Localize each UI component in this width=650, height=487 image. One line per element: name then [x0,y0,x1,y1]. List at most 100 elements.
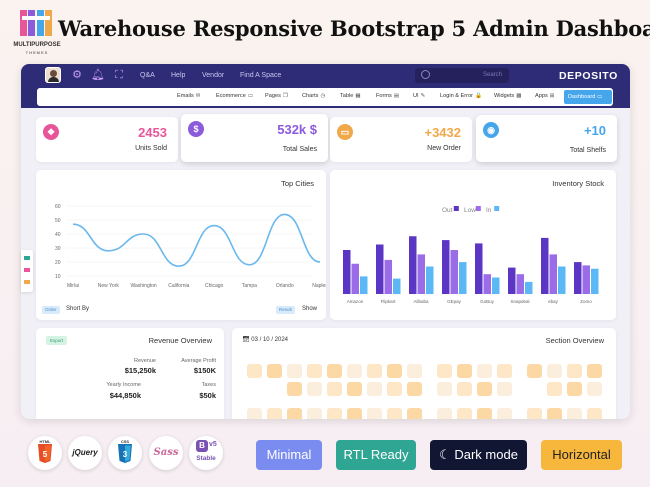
revenue-overview-card: Export Revenue Overview Revenue $15,250k… [36,328,224,419]
menu-item-label: Pages [265,93,281,99]
horizontal-menu: Emails ✉ Ecommerce ▭ Pages ❐ Charts ◷ Table ▦… [37,88,613,106]
menu-item-label: UI [413,93,419,99]
search-input[interactable]: Search [415,68,509,83]
heatmap-cell [477,382,492,396]
x-tick-label: Amazon [347,299,364,304]
bar [582,265,590,294]
menu-item-ecommerce[interactable]: Ecommerce ▭ [216,93,253,99]
menu-item-login-error[interactable]: Login & Error 🔒 [440,93,482,99]
menu-item-emails[interactable]: Emails ✉ [177,93,200,99]
stat-label: Total Shelfs [569,147,606,154]
nav-link-vendor[interactable]: Vendor [202,72,225,79]
bar [525,281,533,294]
result-badge[interactable]: Result [276,306,295,314]
stat-card-new-order: ▭ +3432 New Order [330,117,472,162]
heatmap-cell [587,408,602,419]
nav-link-help[interactable]: Help [171,72,186,79]
legend-swatch [475,206,481,211]
stat-label: New Order [427,145,461,152]
menu-item-pages[interactable]: Pages ❐ [265,93,288,99]
heatmap-cell [527,408,542,419]
export-badge[interactable]: Export [46,336,68,345]
dollar-icon: $ [188,121,204,137]
fullscreen-icon[interactable]: ⛶ [115,69,123,81]
dark-mode-pill: ☾ Dark mode [430,440,527,470]
top-cities-chart: 10 20 30 40 50 60 Mirlai New York Washington Cali… [55,204,326,289]
date-value: 03 / 10 / 2024 [251,337,288,343]
heatmap-cell [477,408,492,419]
flag-icon [24,268,30,272]
menu-item-table[interactable]: Table ▦ [340,93,361,99]
settings-icon[interactable]: ⚙ [72,69,82,81]
series-line [72,213,321,268]
heatmap-cell [547,364,562,378]
top-navbar: ⚙ 🔔︎ ⛶ Q&A Help Vendor Find A Space Sear… [21,64,630,108]
bar [516,274,524,294]
stat-value: 532k $ [277,122,317,137]
card-title: Revenue Overview [148,336,212,345]
heatmap-cell [347,408,362,419]
x-tick-label: Naples [312,283,326,289]
heatmap-cell [327,364,342,378]
avatar[interactable] [45,67,61,83]
dark-mode-label: Dark mode [454,447,518,462]
heatmap-cell [437,364,452,378]
nav-link-find-space[interactable]: Find A Space [240,72,282,79]
bell-icon[interactable]: 🔔︎ [91,69,105,81]
menu-item-label: Ecommerce [216,93,246,99]
heatmap-cell [407,408,422,419]
order-badge[interactable]: Order [42,306,60,314]
heatmap-cell [587,364,602,378]
x-tick-label: Chicago [205,283,224,289]
x-tick-label: GoBuy [480,299,495,304]
x-tick-label: New York [98,283,120,289]
x-tick-label: GEpay [447,299,462,304]
heatmap-cell [567,408,582,419]
nav-link-qa[interactable]: Q&A [140,72,155,79]
date-picker[interactable]: 📅︎ 03 / 10 / 2024 [242,337,288,343]
bar [508,267,516,294]
menu-item-label: Table [340,93,354,99]
heatmap-cell [457,364,472,378]
heatmap-cell [287,382,302,396]
bar [442,240,450,294]
x-tick-label: ebay [548,299,559,304]
yearly-income-label: Yearly Income [106,382,141,388]
x-tick-label: Alibaba [413,299,429,304]
logo-mark-icon [20,10,52,36]
yearly-income-value: $44,850k [109,391,141,400]
box-icon: ❖ [43,124,59,140]
avatar-body [48,77,59,82]
logo-subtitle: THEMES [25,50,49,55]
x-tick-label: Orlando [276,283,294,289]
menu-item-label: Widgets [494,93,515,99]
html5-badge: 5 HTML [28,436,62,470]
stat-label: Units Sold [135,145,167,152]
side-settings-tab[interactable] [21,250,33,292]
horizontal-pill: Horizontal [541,440,622,470]
menu-item-widgets[interactable]: Widgets ▩ [494,93,522,99]
bar [459,262,467,294]
cart-icon: ▭ [247,93,254,99]
legend-label: Low [464,207,476,214]
menu-item-dashboard[interactable]: Dashboard ▭ [564,90,612,104]
lock-icon: 🔒 [474,93,482,99]
bar [417,254,425,294]
heatmap-cell [247,408,262,419]
stat-card-total-sales: $ 532k $ Total Sales [181,114,328,162]
heatmap-cell [267,408,282,419]
dashboard-preview: ⚙ 🔔︎ ⛶ Q&A Help Vendor Find A Space Sear… [21,64,630,419]
bootstrap-badge: B v5 Stable [189,436,223,470]
menu-item-ui[interactable]: UI ✎ [413,93,425,99]
menu-item-forms[interactable]: Forms ▤ [376,93,399,99]
card-title: Section Overview [545,336,604,345]
promo-banner: MULTIPURPOSE THEMES Warehouse Responsive… [0,0,650,60]
y-tick-label: 20 [55,260,61,266]
bar [393,278,401,294]
heatmap-cell [497,382,512,396]
widget-icon: ▩ [516,93,522,99]
menu-item-charts[interactable]: Charts ◷ [302,93,325,99]
menu-item-apps[interactable]: Apps ⊞ [535,93,554,99]
avatar-head [50,70,57,77]
chart-icon: ◷ [320,93,326,99]
